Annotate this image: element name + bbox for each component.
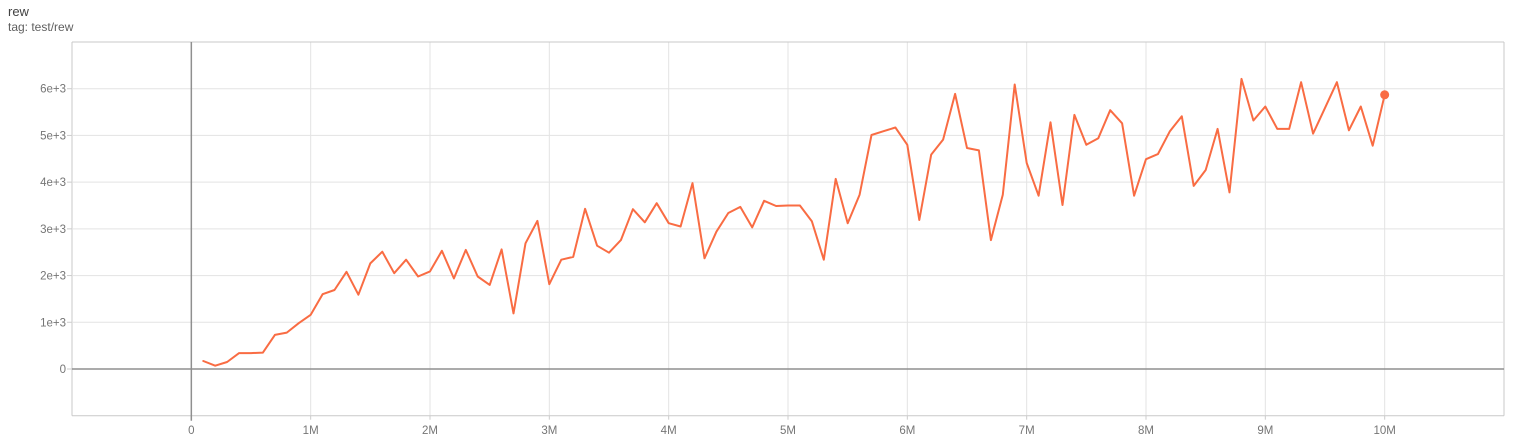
- chart-card-header: rew tag: test/rew: [8, 4, 73, 35]
- y-tick-label: 3e+3: [40, 224, 66, 236]
- x-tick-label: 0: [188, 425, 194, 437]
- y-tick-label: 4e+3: [40, 177, 66, 189]
- y-tick-label: 6e+3: [40, 84, 66, 96]
- x-tick-label: 2M: [422, 425, 438, 437]
- chart-title: rew: [8, 4, 29, 19]
- last-point-marker: [1380, 90, 1390, 100]
- x-tick-label: 8M: [1138, 425, 1154, 437]
- x-tick-label: 1M: [303, 425, 319, 437]
- y-tick-label: 0: [60, 364, 66, 376]
- x-tick-label: 7M: [1019, 425, 1035, 437]
- x-tick-label: 9M: [1257, 425, 1273, 437]
- series-line: [202, 77, 1386, 367]
- x-tick-label: 5M: [780, 425, 796, 437]
- x-tick-label: 10M: [1373, 425, 1395, 437]
- y-tick-label: 1e+3: [40, 317, 66, 329]
- y-tick-label: 5e+3: [40, 130, 66, 142]
- x-tick-label: 6M: [899, 425, 915, 437]
- y-tick-label: 2e+3: [40, 271, 66, 283]
- chart-tag-subtitle: tag: test/rew: [8, 20, 74, 34]
- x-tick-label: 4M: [661, 425, 677, 437]
- x-tick-label: 3M: [541, 425, 557, 437]
